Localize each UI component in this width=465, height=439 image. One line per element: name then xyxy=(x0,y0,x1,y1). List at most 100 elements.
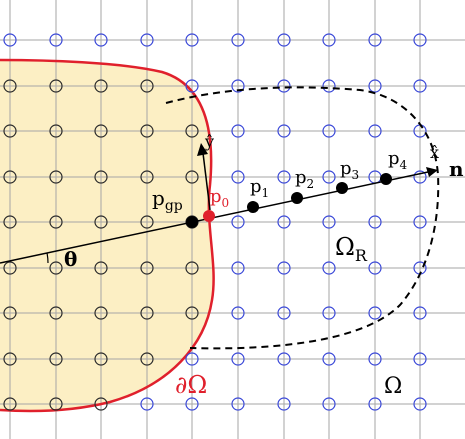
grid-node-interior xyxy=(185,170,199,184)
grid-node-exterior xyxy=(322,215,336,229)
grid-node-interior xyxy=(49,261,63,275)
grid-node-exterior xyxy=(185,33,199,47)
grid-node-exterior xyxy=(277,397,291,411)
grid-node-interior xyxy=(94,261,108,275)
grid-node-exterior xyxy=(231,215,245,229)
probe-point-p2 xyxy=(291,192,303,204)
label-p2: p2 xyxy=(295,167,314,191)
grid-node-exterior xyxy=(140,397,154,411)
grid-node-interior xyxy=(94,306,108,320)
grid-node-exterior xyxy=(185,397,199,411)
grid-node-exterior xyxy=(277,124,291,138)
grid-node-exterior xyxy=(185,352,199,366)
grid-node-interior xyxy=(140,352,154,366)
grid-node-exterior xyxy=(231,352,245,366)
grid-node-interior xyxy=(3,170,17,184)
label-omega: Ω xyxy=(384,374,402,399)
grid-node-exterior xyxy=(277,215,291,229)
grid-node-exterior xyxy=(140,33,154,47)
grid-node-exterior xyxy=(231,124,245,138)
grid-node-exterior xyxy=(413,33,427,47)
grid-node-interior xyxy=(140,261,154,275)
grid-node-exterior xyxy=(322,170,336,184)
grid-node-exterior xyxy=(322,306,336,320)
grid-node-exterior xyxy=(277,352,291,366)
grid-node-interior xyxy=(94,215,108,229)
grid-node-interior xyxy=(49,170,63,184)
grid-node-exterior xyxy=(49,33,63,47)
grid-node-exterior xyxy=(277,33,291,47)
boundary-curve xyxy=(0,58,215,413)
grid-node-exterior xyxy=(231,306,245,320)
grid-node-interior xyxy=(185,261,199,275)
probe-point-p1 xyxy=(247,201,259,213)
grid-node-exterior xyxy=(231,79,245,93)
grid-node-interior xyxy=(3,215,17,229)
grid-node-interior xyxy=(49,397,63,411)
grid-node-interior xyxy=(94,397,108,411)
grid-node-exterior xyxy=(322,352,336,366)
grid-node-exterior xyxy=(277,261,291,275)
grid-node-interior xyxy=(3,261,17,275)
grid-node-interior xyxy=(94,79,108,93)
grid-node-exterior xyxy=(413,170,427,184)
grid-node-interior xyxy=(49,79,63,93)
boundary-point-p0 xyxy=(203,210,215,222)
label-y-hat: ŷ xyxy=(204,132,214,151)
grid-node-exterior xyxy=(413,79,427,93)
grid-node-exterior xyxy=(231,170,245,184)
grid-node-interior xyxy=(94,170,108,184)
grid-node-exterior xyxy=(322,79,336,93)
grid-node-interior xyxy=(3,306,17,320)
grid-node-exterior xyxy=(413,352,427,366)
grid-node-exterior xyxy=(322,261,336,275)
grid-node-exterior xyxy=(185,79,199,93)
grid-node-interior xyxy=(49,306,63,320)
grid-node-interior xyxy=(49,215,63,229)
grid-node-interior xyxy=(185,306,199,320)
label-boundary: ∂Ω xyxy=(175,371,207,399)
grid-node-interior xyxy=(3,79,17,93)
grid-node-exterior xyxy=(368,33,382,47)
label-p4: p4 xyxy=(388,148,408,172)
grid-node-exterior xyxy=(413,215,427,229)
grid-node-interior xyxy=(3,352,17,366)
grid-node-exterior xyxy=(231,261,245,275)
label-omega-r: ΩR xyxy=(335,233,368,265)
interior-region xyxy=(0,60,214,439)
probe-point-p4 xyxy=(380,173,392,185)
grid-node-exterior xyxy=(231,33,245,47)
grid-node-exterior xyxy=(368,215,382,229)
grid-node-interior xyxy=(140,79,154,93)
label-x-hat: x̂ xyxy=(430,143,439,162)
label-theta: θ xyxy=(64,247,77,271)
grid-node-exterior xyxy=(368,352,382,366)
label-p0: p0 xyxy=(210,186,229,210)
arrow-up-icon xyxy=(197,143,208,156)
grid-node-exterior xyxy=(277,306,291,320)
grid-node-exterior xyxy=(3,33,17,47)
grid-node-exterior xyxy=(368,261,382,275)
local-y-axis xyxy=(202,152,211,211)
grid-node-exterior xyxy=(231,397,245,411)
grid-node-exterior xyxy=(322,124,336,138)
grid-node-exterior xyxy=(322,33,336,47)
grid-node-interior xyxy=(49,352,63,366)
grid-node-interior xyxy=(94,352,108,366)
label-p1: p1 xyxy=(250,176,269,200)
grid-node-interior xyxy=(3,124,17,138)
grid-node-interior xyxy=(140,170,154,184)
local-region-omega-r xyxy=(165,86,440,350)
grid-node-exterior xyxy=(368,306,382,320)
grid-node-exterior xyxy=(413,397,427,411)
grid-node-exterior xyxy=(368,79,382,93)
label-normal-n: n xyxy=(449,157,464,181)
grid-node-exterior xyxy=(277,79,291,93)
grid-node-exterior xyxy=(368,397,382,411)
label-p3: p3 xyxy=(340,158,359,182)
grid-node-exterior xyxy=(413,306,427,320)
grid-node-exterior xyxy=(94,33,108,47)
grid-node-interior xyxy=(140,215,154,229)
